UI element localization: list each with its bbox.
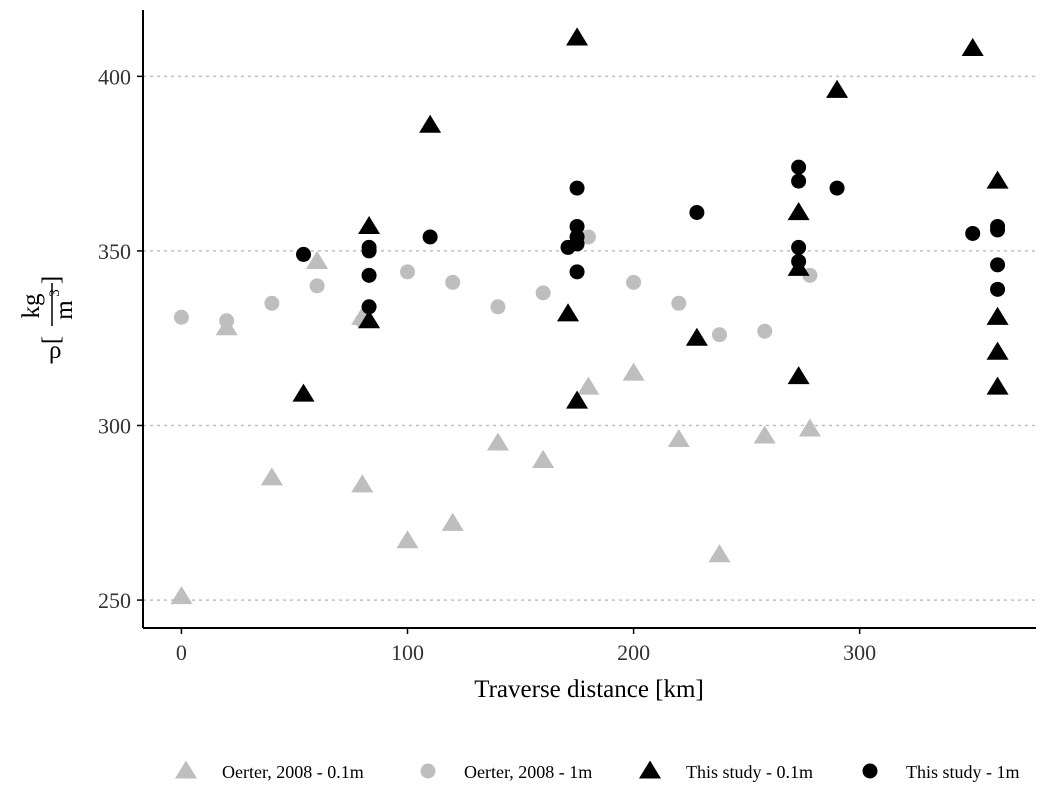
data-point: [791, 173, 807, 189]
data-point: [986, 306, 1009, 325]
data-point: [292, 383, 315, 402]
y-tick-label: 350: [98, 239, 131, 264]
data-point: [569, 264, 585, 280]
data-point: [791, 239, 807, 255]
data-point: [358, 310, 381, 329]
data-point: [556, 303, 580, 322]
data-point: [260, 467, 283, 486]
data-point: [798, 418, 821, 437]
data-point: [622, 362, 645, 381]
y-axis-title-symbol: ρ: [49, 337, 61, 364]
data-point: [566, 390, 589, 409]
y-tick-label: 250: [98, 588, 131, 613]
data-point: [708, 544, 731, 563]
data-point: [990, 257, 1006, 273]
x-tick-label: 0: [176, 640, 187, 665]
x-tick-label: 200: [617, 640, 650, 665]
axis-ticks: 250 300 350 400 0 100 200 300: [98, 64, 876, 665]
y-axis-title-bracket-open: [: [38, 336, 65, 344]
data-point: [791, 253, 807, 269]
x-tick-label: 300: [843, 640, 876, 665]
y-tick-label: 300: [98, 413, 131, 438]
series-1: [173, 229, 818, 343]
data-point: [671, 295, 687, 311]
data-point: [791, 159, 807, 175]
data-point: [569, 180, 585, 196]
legend-label: This study - 1m: [906, 762, 1020, 782]
data-point: [569, 218, 585, 234]
data-point: [490, 299, 506, 315]
data-point: [422, 229, 438, 245]
legend-circle-icon: [420, 763, 436, 779]
gridlines: [143, 75, 1036, 601]
legend-label: Oerter, 2008 - 0.1m: [222, 762, 364, 782]
data-point: [986, 170, 1009, 189]
data-point: [569, 236, 585, 252]
y-axis-title: ρ [ kg m 3 ]: [18, 276, 78, 364]
data-point: [787, 202, 810, 221]
data-point: [309, 278, 325, 294]
data-point: [306, 250, 329, 269]
legend-item: This study - 1m: [862, 762, 1020, 782]
data-point: [296, 246, 312, 262]
data-point: [361, 267, 377, 283]
legend-label: Oerter, 2008 - 1m: [464, 762, 592, 782]
data-point: [961, 37, 984, 56]
data-point: [753, 425, 776, 444]
data-point: [361, 243, 377, 259]
legend-triangle-icon: [638, 760, 662, 779]
y-axis-title-denominator: m: [51, 300, 78, 320]
data-point: [986, 376, 1009, 395]
data-point: [689, 205, 705, 221]
data-point: [626, 274, 642, 290]
series-0: [170, 250, 821, 605]
data-point: [667, 428, 690, 448]
data-point: [990, 281, 1006, 297]
x-tick-label: 100: [391, 640, 424, 665]
series-2: [292, 27, 1009, 409]
data-points: [170, 27, 1009, 605]
data-point: [566, 27, 589, 46]
y-axis-title-numerator: kg: [18, 293, 45, 319]
legend: Oerter, 2008 - 0.1m Oerter, 2008 - 1m This…: [174, 760, 1020, 782]
data-point: [219, 313, 235, 329]
legend-item: This study - 0.1m: [638, 760, 813, 782]
data-point: [351, 474, 374, 493]
data-point: [829, 180, 845, 196]
data-point: [986, 341, 1009, 360]
data-point: [441, 512, 464, 531]
legend-item: Oerter, 2008 - 1m: [420, 762, 592, 782]
data-point: [396, 530, 419, 549]
data-point: [170, 586, 193, 605]
data-point: [419, 114, 442, 133]
data-point: [535, 285, 551, 301]
data-point: [990, 222, 1006, 238]
x-axis-title: Traverse distance [km]: [474, 676, 704, 703]
y-axis-title-exponent: 3: [47, 289, 63, 297]
data-point: [264, 295, 280, 311]
data-point: [787, 366, 810, 385]
data-point: [532, 449, 555, 468]
data-point: [486, 432, 509, 451]
data-point: [400, 264, 416, 280]
data-point: [711, 327, 727, 343]
legend-circle-icon: [862, 763, 878, 779]
data-point: [445, 274, 461, 290]
y-axis-title-bracket-close: ]: [38, 276, 65, 284]
data-point: [685, 327, 708, 346]
y-tick-label: 400: [98, 64, 131, 89]
data-point: [757, 323, 773, 339]
legend-item: Oerter, 2008 - 0.1m: [174, 760, 364, 782]
legend-label: This study - 0.1m: [686, 762, 813, 782]
data-point: [826, 79, 849, 98]
series-3: [296, 159, 1006, 315]
data-point: [965, 225, 981, 241]
data-point: [577, 376, 600, 395]
data-point: [361, 299, 377, 315]
data-point: [580, 229, 596, 245]
data-point: [358, 215, 381, 235]
data-point: [173, 309, 189, 325]
legend-triangle-icon: [174, 760, 198, 779]
